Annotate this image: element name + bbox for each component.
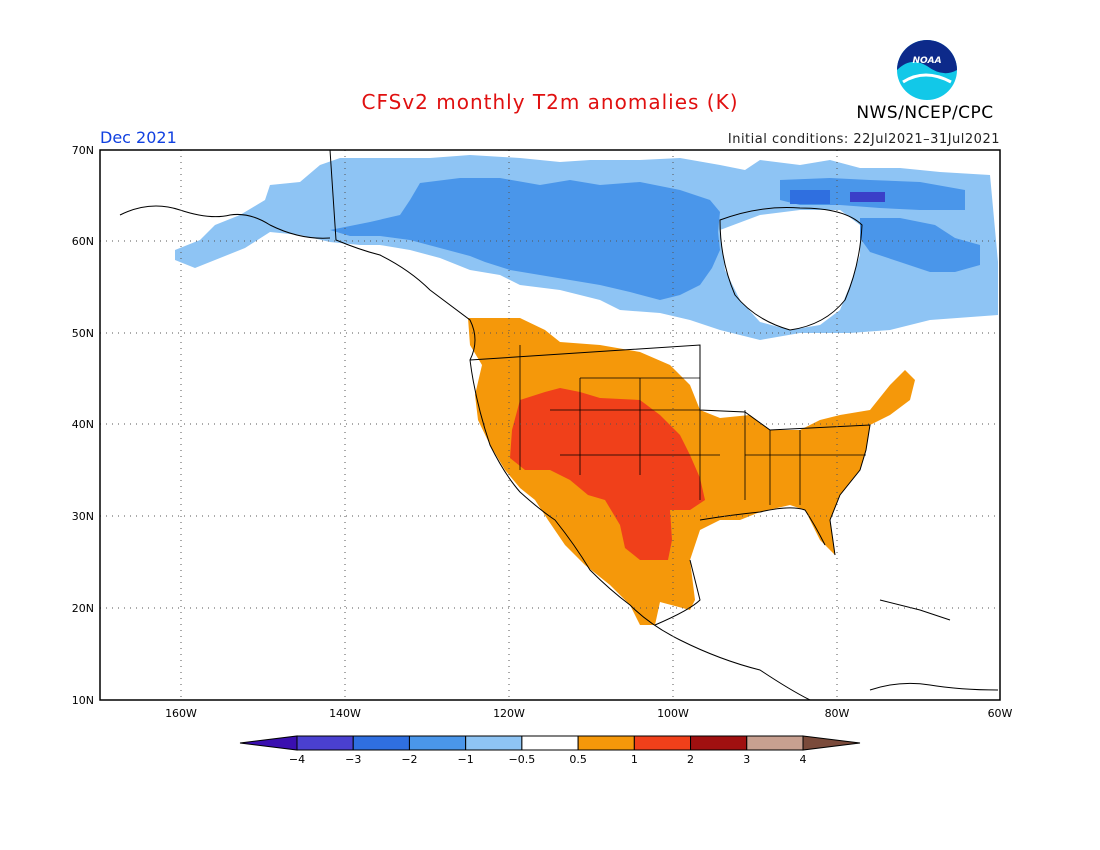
agency-label: NWS/NCEP/CPC — [856, 103, 994, 123]
cold-anomaly-east — [860, 218, 980, 272]
political-boundaries — [519, 345, 866, 505]
colorbar-swatch — [521, 735, 579, 751]
deep-cold-patch — [790, 190, 830, 204]
colorbar-tick-label: 1 — [631, 753, 638, 766]
colorbar-swatch — [352, 735, 410, 751]
colorbar-swatch — [690, 735, 748, 751]
colorbar-tick-label: −4 — [289, 753, 305, 766]
colorbar-tick-label: −3 — [345, 753, 361, 766]
neutral-great-lakes — [695, 345, 880, 425]
lon-tick-label: 60W — [988, 707, 1013, 720]
coastlines — [119, 150, 999, 700]
initial-conditions: Initial conditions: 22Jul2021–31Jul2021 — [727, 132, 1000, 147]
anomaly-field — [119, 150, 999, 700]
colorbar-swatch — [746, 735, 804, 751]
colorbar-tick-label: −2 — [401, 753, 417, 766]
forecast-month: Dec 2021 — [100, 128, 177, 147]
colorbar-arrow-low — [239, 735, 298, 751]
deep-cold-patch — [850, 192, 885, 202]
colorbar-swatch — [633, 735, 692, 751]
noaa-logo: NOAA — [897, 40, 957, 100]
colorbar-tick-label: 4 — [800, 753, 807, 766]
lat-tick-label: 30N — [72, 510, 94, 523]
cold-anomaly-region — [330, 178, 720, 300]
lat-tick-label: 10N — [72, 694, 94, 707]
colorbar-swatch — [465, 735, 523, 751]
lon-tick-label: 80W — [825, 707, 850, 720]
lat-tick-label: 70N — [72, 144, 94, 157]
lon-tick-label: 140W — [329, 707, 361, 720]
lat-tick-label: 50N — [72, 327, 94, 340]
colorbar-swatch — [577, 735, 635, 751]
lon-tick-label: 100W — [657, 707, 689, 720]
colorbar-tick-label: −1 — [458, 753, 474, 766]
noaa-logo-text: NOAA — [912, 56, 941, 66]
colorbar-tick-label: 3 — [743, 753, 750, 766]
colorbar: −4 −3 −2 −1 −0.5 0.5 1 2 3 4 — [239, 735, 861, 766]
chart-title: CFSv2 monthly T2m anomalies (K) — [361, 90, 739, 114]
lat-tick-label: 60N — [72, 235, 94, 248]
graticule — [100, 150, 1000, 700]
lon-tick-label: 120W — [493, 707, 525, 720]
colorbar-tick-label: 2 — [687, 753, 694, 766]
hot-anomaly-region — [510, 388, 705, 560]
colorbar-swatch — [296, 735, 354, 751]
lat-tick-label: 20N — [72, 602, 94, 615]
greenland-neutral — [720, 210, 860, 330]
latitude-axis: 70N 60N 50N 40N 30N 20N 10N — [72, 144, 94, 707]
lon-tick-label: 160W — [165, 707, 197, 720]
colorbar-tick-label: −0.5 — [509, 753, 536, 766]
colorbar-swatch — [408, 735, 467, 751]
colorbar-tick-label: 0.5 — [569, 753, 587, 766]
map-frame — [99, 149, 1001, 701]
colorbar-arrow-high — [802, 735, 861, 751]
lat-tick-label: 40N — [72, 418, 94, 431]
longitude-axis: 160W 140W 120W 100W 80W 60W — [165, 707, 1012, 720]
